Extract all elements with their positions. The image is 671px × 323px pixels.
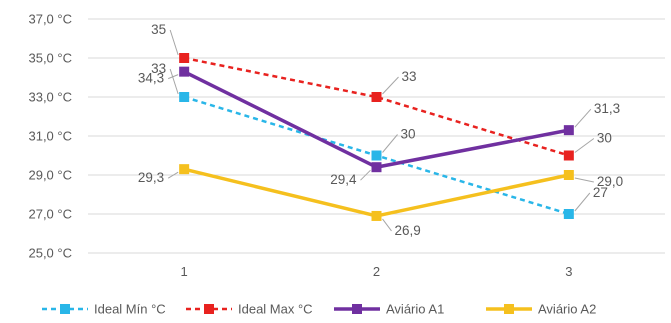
data-point-ideal-max-c	[563, 150, 574, 161]
data-label: 26,9	[395, 223, 421, 238]
legend-label-ideal-max-c: Ideal Max °C	[238, 302, 313, 317]
data-point-avi-rio-a2	[179, 164, 190, 175]
data-point-ideal-m-n-c	[563, 209, 574, 219]
y-tick-label: 29,0 °C	[28, 168, 72, 183]
data-label-leader	[574, 177, 594, 183]
data-label-leader	[167, 171, 179, 179]
data-point-avi-rio-a1	[563, 125, 574, 136]
series-line-avi-rio-a2	[183, 167, 570, 218]
data-label-leader	[169, 29, 179, 56]
data-label-leader	[574, 108, 592, 128]
legend-label-avi-rio-a1: Aviário A1	[386, 302, 444, 317]
legend-marker-ideal-m-n-c	[60, 304, 70, 314]
data-label: 35	[151, 22, 166, 37]
data-point-ideal-m-n-c	[179, 92, 190, 102]
data-label-leader	[382, 76, 399, 95]
x-tick-label: 1	[181, 264, 188, 279]
series-line-ideal-max-c	[183, 56, 570, 157]
data-label-leader	[169, 68, 179, 95]
data-label-leader	[167, 74, 179, 80]
legend: Ideal Mín °C Ideal Max °C Aviário A1 Aviári…	[42, 302, 596, 317]
data-labels: 33 30 27 35 33 30 34,3 29,4 31,3 29,3 26,9 29,0	[138, 22, 623, 238]
legend-label-ideal-m-n-c: Ideal Mín °C	[94, 302, 166, 317]
data-point-avi-rio-a1	[179, 66, 190, 77]
data-label: 34,3	[138, 71, 164, 86]
data-label: 29,3	[138, 170, 164, 185]
data-point-avi-rio-a1	[371, 162, 382, 173]
data-label: 27	[593, 185, 608, 200]
legend-label-avi-rio-a2: Aviário A2	[538, 302, 596, 317]
data-label: 30	[597, 131, 612, 146]
legend-marker-avi-rio-a1	[352, 304, 362, 314]
x-tick-label: 2	[373, 264, 380, 279]
data-label-leader	[382, 134, 398, 153]
y-tick-label: 37,0 °C	[28, 12, 72, 27]
y-tick-label: 35,0 °C	[28, 51, 72, 66]
data-point-ideal-max-c	[179, 53, 190, 63]
legend-marker-ideal-max-c	[204, 304, 214, 314]
data-point-ideal-m-n-c	[371, 150, 382, 161]
series-lines	[179, 53, 574, 221]
data-label: 30	[401, 127, 416, 142]
data-label-leader	[360, 169, 371, 181]
data-label: 33	[151, 61, 166, 76]
legend-marker-avi-rio-a2	[504, 304, 514, 314]
y-tick-label: 25,0 °C	[28, 246, 72, 261]
data-label-leader	[382, 218, 392, 232]
data-label-leader	[574, 192, 591, 212]
y-tick-label: 27,0 °C	[28, 207, 72, 222]
data-label: 33	[402, 69, 417, 84]
data-label-leader	[574, 138, 595, 153]
data-point-avi-rio-a2	[563, 170, 574, 180]
data-label: 29,0	[597, 174, 623, 189]
data-point-ideal-max-c	[371, 92, 382, 102]
y-tick-label: 33,0 °C	[28, 90, 72, 105]
x-tick-label: 3	[565, 264, 572, 279]
x-axis-tick-labels: 1 2 3	[181, 264, 573, 279]
y-tick-label: 31,0 °C	[28, 129, 72, 144]
data-label: 31,3	[594, 101, 620, 116]
y-axis-tick-labels: 25,0 °C 27,0 °C 29,0 °C 31,0 °C 33,0 °C 35,0 …	[28, 12, 72, 261]
data-point-avi-rio-a2	[371, 210, 382, 221]
data-label: 29,4	[330, 172, 357, 187]
